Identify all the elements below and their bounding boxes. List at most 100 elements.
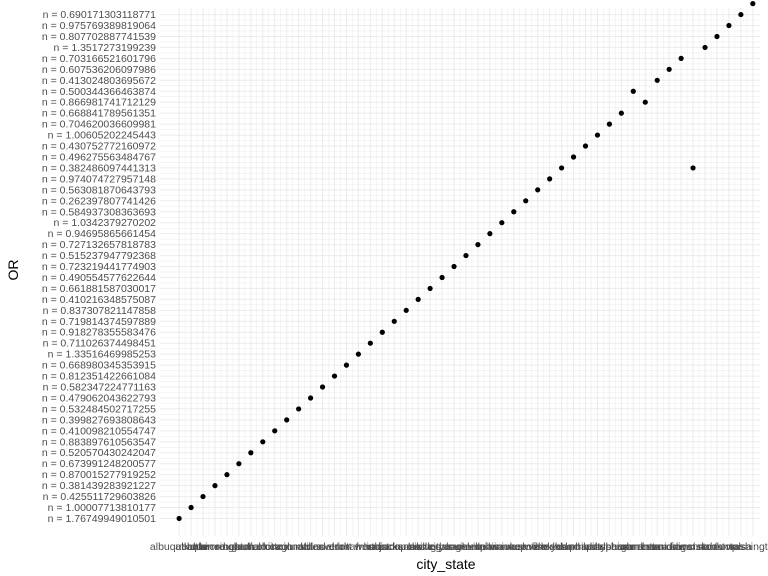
x-tick-label: milwaukee <box>477 541 527 553</box>
x-tick-label: memphis <box>457 541 500 553</box>
x-tick-label: indianapolis <box>367 541 422 553</box>
x-tick-label: las vegas <box>408 541 452 553</box>
x-tick-label: dallas <box>297 541 324 553</box>
y-tick-label: n = 0.430752772160972 <box>42 141 156 153</box>
x-tick-label: houston <box>364 541 402 553</box>
y-tick-label: n = 0.974074727957148 <box>42 173 156 185</box>
data-point <box>582 143 589 149</box>
data-point <box>714 33 720 40</box>
data-point <box>176 515 182 522</box>
x-tick-label: detroit <box>320 541 349 553</box>
y-tick-label: n = 0.496275563484767 <box>42 151 156 163</box>
x-tick-label: san francisco <box>650 541 712 553</box>
y-tick-label: n = 0.918278355583476 <box>42 327 156 339</box>
y-tick-label: n = 0.262397807741426 <box>42 195 156 207</box>
data-point <box>499 220 505 226</box>
data-point <box>319 384 326 390</box>
x-tick-label: long beach <box>416 541 468 553</box>
data-point <box>260 439 266 445</box>
y-tick-label: n = 1.00605202245443 <box>48 130 156 142</box>
data-point <box>379 329 385 335</box>
x-axis-title: city_state <box>416 556 475 572</box>
data-point <box>427 285 433 292</box>
x-tick-label: charlotte <box>243 541 283 553</box>
x-tick-label: kansas city <box>392 541 445 553</box>
data-point <box>272 428 278 434</box>
x-tick-label: louisville <box>446 541 486 553</box>
y-tick-label: n = 0.866981741712129 <box>42 97 156 109</box>
data-point <box>200 493 206 500</box>
x-tick-label: new york <box>529 541 572 553</box>
data-point <box>487 231 493 237</box>
x-tick-label: new orleans <box>509 541 566 553</box>
y-tick-label: n = 0.837307821147858 <box>43 305 157 317</box>
x-tick-label: columbus <box>276 541 321 553</box>
y-tick-label: n = 1.76749949010501 <box>48 513 156 525</box>
x-tick-label: tulsa <box>730 541 752 553</box>
x-tick-label: san antonio <box>618 541 672 553</box>
x-tick-label: albuquerque <box>150 541 209 553</box>
y-tick-label: n = 0.870015277919252 <box>42 469 156 481</box>
x-tick-label: san bernardino <box>622 541 692 553</box>
data-point <box>224 472 230 478</box>
data-point <box>475 242 481 248</box>
y-tick-label: n = 0.661881587030017 <box>42 283 156 295</box>
x-tick-label: san diego <box>646 541 692 553</box>
y-tick-label: n = 0.515237947792368 <box>42 250 156 262</box>
y-tick-label: n = 0.413024803695672 <box>42 75 156 87</box>
y-tick-label: n = 0.711026374498451 <box>43 338 157 350</box>
y-tick-label: n = 0.975769389819064 <box>42 20 156 32</box>
x-tick-label: chicago <box>257 541 293 553</box>
data-point <box>618 110 624 116</box>
x-tick-label: omaha <box>569 541 601 553</box>
data-point <box>451 263 457 270</box>
data-point <box>547 176 553 182</box>
x-tick-label: stockton <box>697 541 736 553</box>
data-point <box>307 395 314 401</box>
x-tick-label: philadelphia <box>569 541 625 553</box>
x-tick-label: sacramento <box>606 541 661 553</box>
data-point <box>523 198 529 204</box>
x-tick-label: durham <box>329 541 365 553</box>
y-tick-label: n = 0.425511729603826 <box>43 491 157 503</box>
x-tick-label: washington <box>725 541 768 553</box>
y-tick-label: n = 0.704620036609981 <box>42 119 156 131</box>
data-point <box>630 88 636 94</box>
data-points <box>176 1 756 522</box>
data-point <box>236 461 242 467</box>
data-point <box>738 11 744 18</box>
x-tick-label: pittsburgh <box>586 541 632 553</box>
x-tick-label: st. louis <box>687 541 723 553</box>
x-tick-label: nashville <box>505 541 546 553</box>
y-tick-label: n = 0.883897610563547 <box>42 436 156 448</box>
x-tick-label: fort worth <box>337 541 381 553</box>
grid <box>160 8 760 536</box>
y-tick-label: n = 0.584937308363693 <box>42 206 156 218</box>
data-point <box>690 165 696 171</box>
x-tick-label: jacksonville <box>378 541 433 553</box>
y-tick-label: n = 0.703166521601796 <box>42 53 156 65</box>
y-tick-label: n = 0.607536206097986 <box>42 64 156 76</box>
y-tick-label: n = 0.582347224771163 <box>43 382 157 394</box>
y-tick-label: n = 0.690171303118771 <box>43 9 157 21</box>
x-tick-label: oklahoma city <box>541 541 606 553</box>
x-tick-label: cincinnati <box>265 541 309 553</box>
data-point <box>331 373 338 379</box>
x-tick-label: miami <box>476 541 504 553</box>
y-tick-label: n = 0.719814374597889 <box>42 316 156 328</box>
y-tick-label: n = 0.479062043622793 <box>42 392 156 404</box>
data-point <box>439 274 445 281</box>
data-point <box>535 187 541 193</box>
y-tick-label: n = 0.723219441774903 <box>42 261 156 273</box>
y-tick-label: n = 0.381439283921227 <box>42 480 156 492</box>
x-tick-label: birmingham <box>200 541 255 553</box>
x-tick-label: oakland <box>543 541 580 553</box>
data-point <box>188 504 194 511</box>
x-tick-label: minneapolis <box>486 541 542 553</box>
y-tick-label: n = 0.490554577622644 <box>42 272 156 284</box>
y-tick-label: n = 1.0342379270202 <box>54 217 157 229</box>
x-tick-label: los angeles <box>427 541 480 553</box>
data-point <box>391 318 397 324</box>
y-tick-label: n = 0.807702887741539 <box>42 31 156 43</box>
